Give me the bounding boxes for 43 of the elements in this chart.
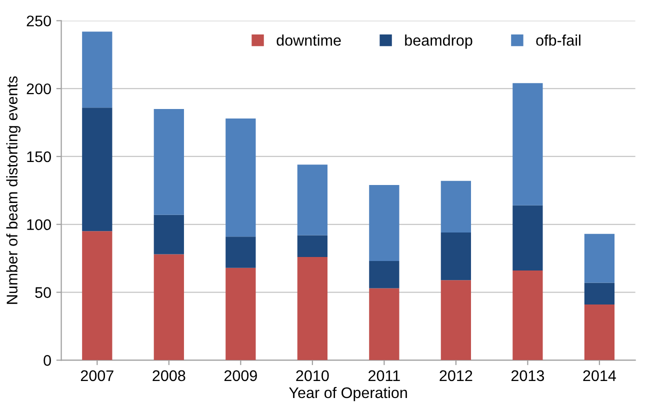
bar bbox=[297, 164, 328, 236]
y-tick-label: 150 bbox=[27, 151, 51, 162]
legend-label: downtime bbox=[276, 34, 341, 46]
legend-label: beamdrop bbox=[405, 34, 472, 49]
y-tick-label: 250 bbox=[26, 16, 51, 26]
bar bbox=[584, 282, 615, 305]
bar bbox=[297, 256, 328, 360]
x-tick-label: 2010 bbox=[296, 370, 329, 382]
bar bbox=[226, 268, 256, 360]
x-tick-label: 2011 bbox=[368, 370, 400, 382]
x-tick-label: 2009 bbox=[224, 370, 257, 382]
legend-label: ofb-fail bbox=[536, 34, 580, 46]
x-tick-label: 2012 bbox=[440, 370, 472, 382]
bar bbox=[369, 185, 400, 262]
bar bbox=[82, 32, 112, 108]
y-axis-title: Number of beam distorting events bbox=[6, 76, 21, 304]
bar bbox=[154, 108, 184, 215]
y-tick-label: 200 bbox=[26, 83, 51, 94]
bar bbox=[226, 118, 256, 237]
y-tick-label: 100 bbox=[27, 219, 51, 230]
x-tick-label: 2014 bbox=[583, 370, 616, 382]
y-tick-label: 0 bbox=[44, 355, 51, 366]
bar bbox=[512, 83, 543, 206]
bar bbox=[440, 280, 472, 360]
bar bbox=[82, 108, 112, 232]
x-axis-title: Year of Operation bbox=[289, 386, 407, 402]
bar bbox=[512, 205, 543, 271]
bar bbox=[154, 254, 184, 360]
bar bbox=[297, 235, 328, 257]
bar bbox=[440, 232, 472, 280]
bar bbox=[584, 234, 615, 283]
bar bbox=[154, 214, 184, 254]
bar bbox=[82, 231, 112, 360]
bar bbox=[584, 304, 615, 360]
x-tick-label: 2013 bbox=[511, 370, 544, 382]
x-tick-label: 2008 bbox=[152, 370, 186, 382]
x-tick-label: 2007 bbox=[80, 370, 114, 382]
bar bbox=[369, 261, 400, 288]
bar bbox=[369, 288, 400, 360]
bar bbox=[440, 180, 472, 233]
y-tick-label: 50 bbox=[35, 287, 51, 298]
bar bbox=[226, 236, 256, 268]
bar bbox=[512, 270, 543, 360]
